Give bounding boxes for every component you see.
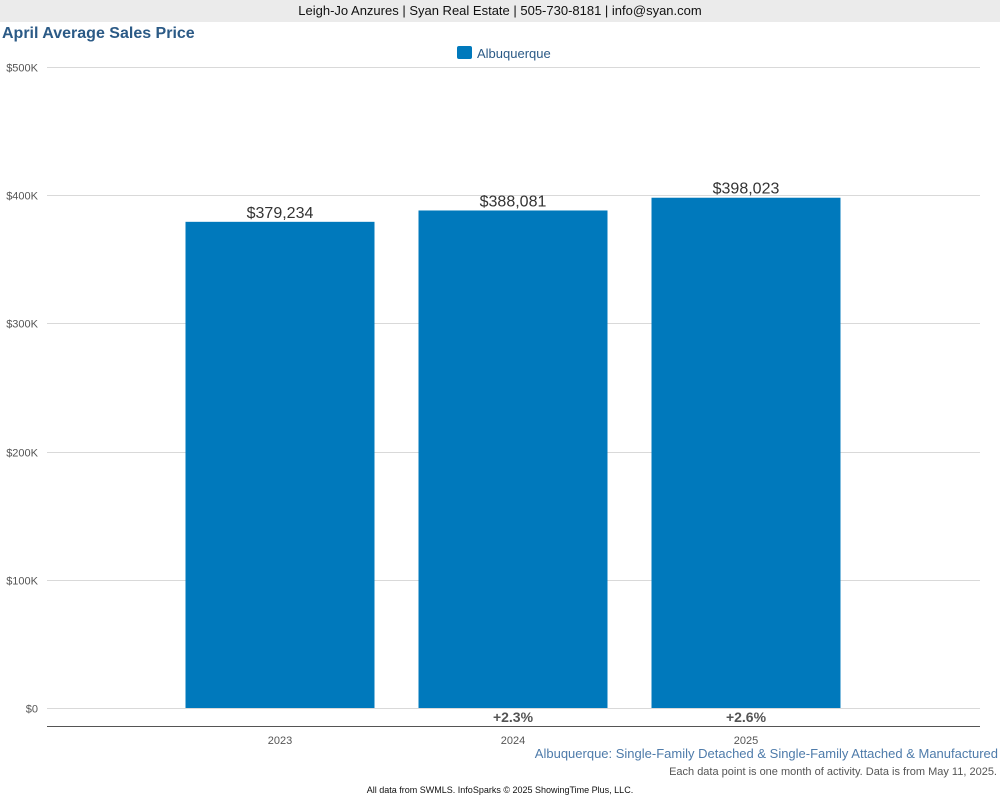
y-tick-label: $100K [6, 576, 38, 588]
legend-swatch-albuquerque[interactable] [457, 46, 472, 59]
x-tick-label: 2025 [734, 735, 758, 747]
yoy-change-labels: +2.3% +2.6% [493, 709, 767, 725]
y-tick-label: $500K [6, 63, 38, 75]
bar-2023[interactable] [185, 221, 375, 708]
chart-title: April Average Sales Price [2, 25, 195, 42]
y-tick-label: $200K [6, 448, 38, 460]
bar-value-label: $379,234 [247, 205, 314, 222]
x-tick-label: 2023 [268, 735, 292, 747]
bar-2025[interactable] [651, 197, 841, 709]
bar-value-label: $398,023 [713, 181, 780, 198]
x-tick-label: 2024 [501, 735, 525, 747]
yoy-change-label: +2.6% [726, 709, 767, 725]
data-source-footer: All data from SWMLS. InfoSparks © 2025 S… [366, 785, 634, 795]
y-tick-label: $0 [26, 704, 38, 716]
bar-2024[interactable] [418, 210, 608, 708]
y-tick-label: $300K [6, 319, 38, 331]
chart-legend[interactable]: Albuquerque [457, 46, 551, 61]
data-note: Each data point is one month of activity… [669, 766, 997, 778]
bar-series-albuquerque[interactable] [185, 197, 841, 709]
yoy-change-label: +2.3% [493, 709, 534, 725]
bar-value-label: $388,081 [480, 193, 547, 210]
y-axis-tick-labels: $0 $100K $200K $300K $400K $500K [6, 63, 38, 716]
x-axis-tick-labels: 2023 2024 2025 [268, 735, 758, 747]
chart-subtitle: Albuquerque: Single-Family Detached & Si… [534, 746, 998, 761]
legend-label-albuquerque[interactable]: Albuquerque [477, 46, 551, 61]
bar-value-labels: $379,234 $388,081 $398,023 [247, 181, 780, 222]
y-tick-label: $400K [6, 191, 38, 203]
agent-contact-banner: Leigh-Jo Anzures | Syan Real Estate | 50… [0, 0, 1000, 22]
